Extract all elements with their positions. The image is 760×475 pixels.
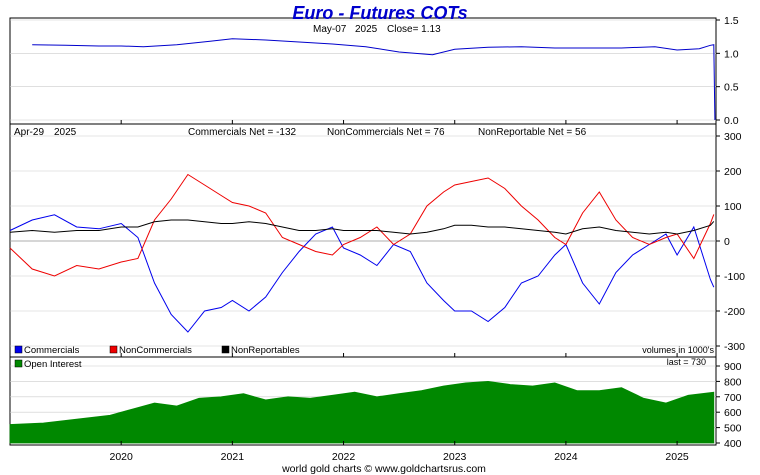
series-line-price	[32, 38, 716, 121]
legend-swatch-open-interest	[14, 359, 23, 368]
xtick-label-2021: 2021	[221, 451, 245, 463]
ytick-label-positions-0: -300	[724, 341, 745, 353]
price-close: Close= 1.13	[387, 24, 441, 35]
ytick-label-positions-2: -100	[724, 271, 745, 283]
legend-swatch-noncommercials	[109, 345, 118, 354]
xtick-label-2025: 2025	[665, 451, 689, 463]
volumes-note: volumes in 1000's	[642, 345, 714, 355]
ytick-label-price-0: 0.0	[724, 115, 739, 127]
ytick-label-open_interest-4: 800	[724, 376, 742, 388]
ytick-label-positions-3: 0	[724, 236, 730, 248]
chart-marks	[9, 38, 716, 444]
ytick-label-open_interest-3: 700	[724, 392, 742, 404]
legend-label-open-interest: Open Interest	[24, 359, 82, 370]
legend-swatch-commercials	[14, 345, 23, 354]
legend-swatch-nonreportables	[221, 345, 230, 354]
positions-year: 2025	[54, 127, 77, 138]
chart-title: Euro - Futures COTs	[292, 3, 467, 23]
ytick-label-open_interest-5: 900	[724, 361, 742, 373]
ytick-label-positions-4: 100	[724, 201, 742, 213]
positions-date: Apr-29	[14, 127, 44, 138]
y-tick-labels: 0.0 0.5 1.0 1.5 -300 -200 -100 0 100 200 300 400 500…	[716, 15, 745, 450]
legend-label-noncommercials: NonCommercials	[119, 345, 192, 356]
legend-label-commercials: Commercials	[24, 345, 80, 356]
x-tick-labels: 2020 2021 2022 2023 2024 2025	[110, 120, 689, 463]
ytick-label-positions-6: 300	[724, 131, 742, 143]
price-year: 2025	[355, 24, 378, 35]
ytick-label-open_interest-0: 400	[724, 438, 742, 450]
positions-panel-frame	[9, 123, 717, 358]
series-area-open-interest	[9, 380, 715, 444]
nonreportable-net: NonReportable Net = 56	[478, 127, 587, 138]
ytick-label-positions-5: 200	[724, 166, 742, 178]
price-date: May-07	[313, 24, 347, 35]
legend-label-nonreportables: NonReportables	[231, 345, 300, 356]
series-line-nonreportables	[9, 219, 715, 235]
commercials-net: Commercials Net = -132	[188, 127, 297, 138]
noncommercials-net: NonCommercials Net = 76	[327, 127, 445, 138]
xtick-label-2024: 2024	[554, 451, 578, 463]
series-line-commercials	[9, 214, 715, 333]
series-line-noncommercials	[9, 173, 715, 277]
xtick-label-2020: 2020	[110, 451, 134, 463]
ytick-label-open_interest-2: 600	[724, 407, 742, 419]
ytick-label-price-2: 1.0	[724, 48, 739, 60]
footer-credit: world gold charts © www.goldchartsrus.co…	[281, 463, 486, 475]
price-panel-frame	[9, 17, 717, 125]
ytick-label-positions-1: -200	[724, 306, 745, 318]
xtick-label-2022: 2022	[332, 451, 356, 463]
ytick-label-open_interest-1: 500	[724, 423, 742, 435]
xtick-label-2023: 2023	[443, 451, 467, 463]
ytick-label-price-1: 0.5	[724, 82, 739, 94]
ytick-label-price-3: 1.5	[724, 15, 739, 27]
oi-last-value: last = 730	[667, 357, 706, 367]
